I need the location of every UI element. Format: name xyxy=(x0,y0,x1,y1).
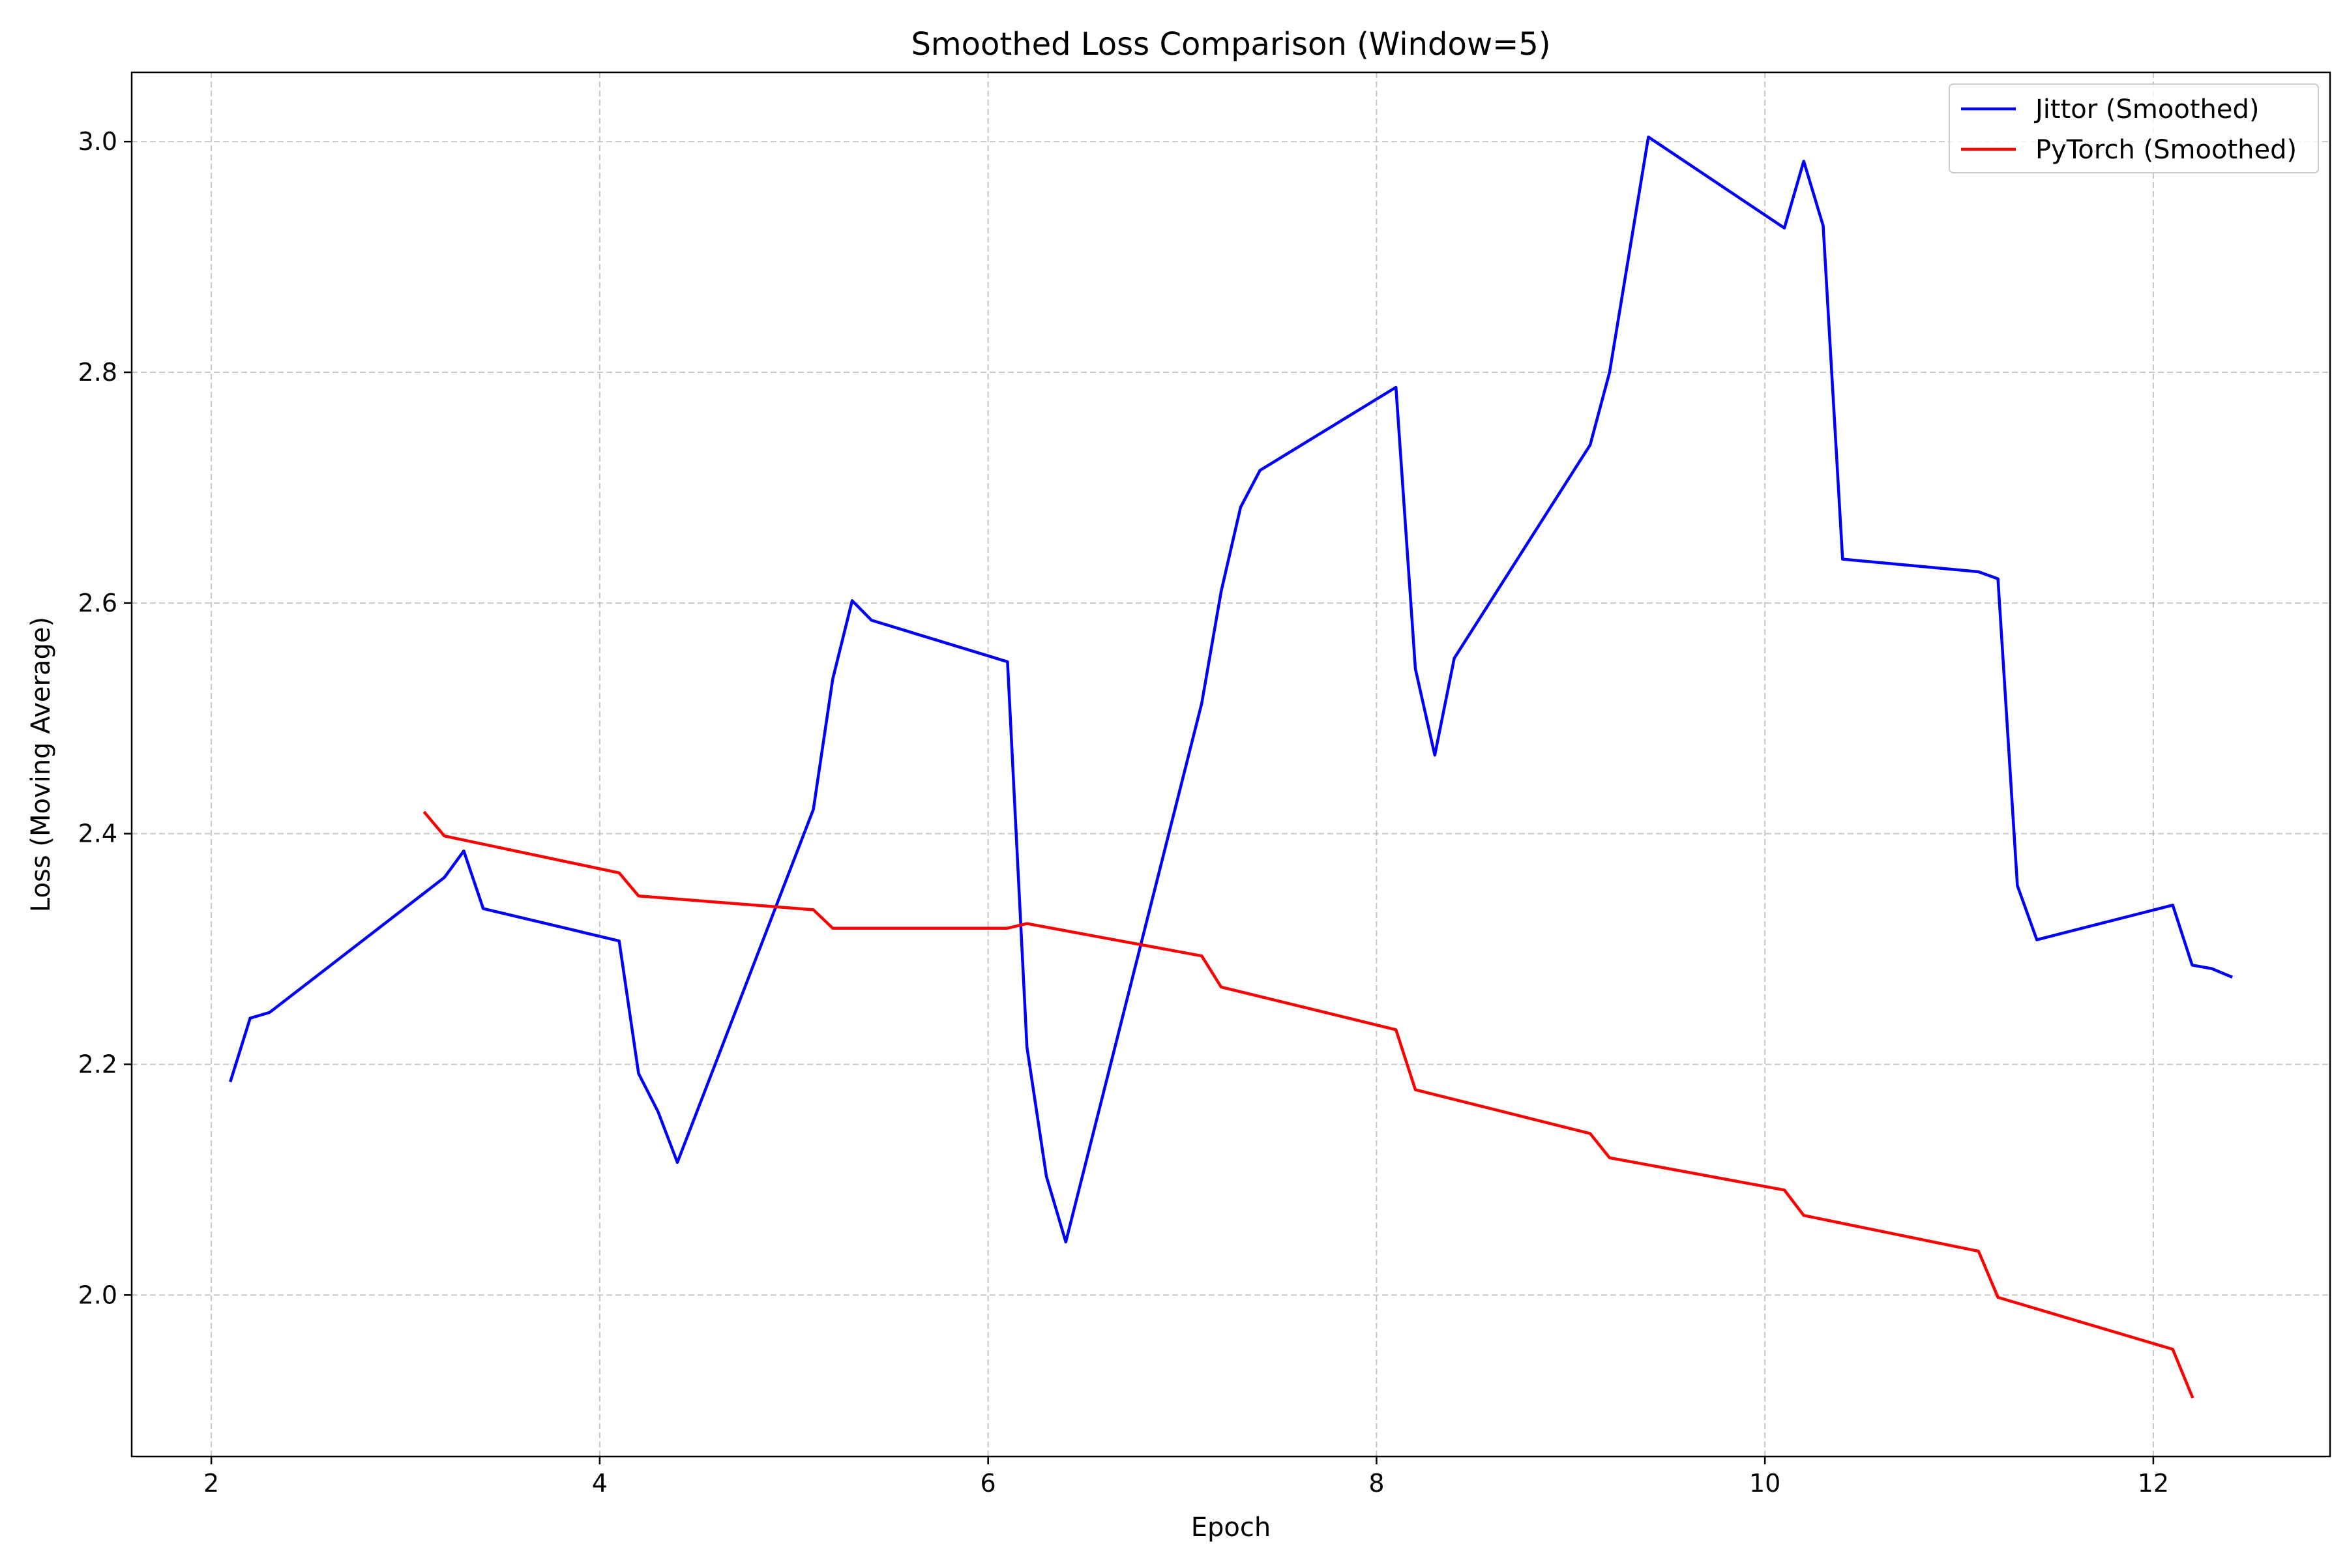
y-tick-label: 2.0 xyxy=(78,1280,117,1309)
series-line-pytorch xyxy=(422,810,2194,1398)
legend-label-pytorch: PyTorch (Smoothed) xyxy=(2035,135,2297,165)
legend: Jittor (Smoothed) PyTorch (Smoothed) xyxy=(1949,83,2319,173)
y-tick-label: 2.2 xyxy=(78,1050,117,1078)
y-tick-label: 2.4 xyxy=(78,820,117,848)
series-layer xyxy=(229,135,2234,1398)
grid-layer xyxy=(132,72,2330,1457)
legend-box xyxy=(1949,83,2319,173)
x-tick-label: 12 xyxy=(2138,1469,2169,1498)
tick-layer: 2 4 6 8 10 12 2.0 2.2 2.4 2.6 2.8 3.0 xyxy=(78,127,2170,1498)
x-tick-label: 6 xyxy=(981,1469,996,1498)
y-tick-label: 2.6 xyxy=(78,589,117,617)
x-tick-label: 2 xyxy=(203,1469,219,1498)
plot-frame xyxy=(130,71,2331,1458)
x-tick-label: 8 xyxy=(1368,1469,1384,1498)
y-axis-label: Loss (Moving Average) xyxy=(26,617,56,912)
x-tick-label: 4 xyxy=(592,1469,608,1498)
series-line-jittor xyxy=(229,135,2234,1244)
legend-label-jittor: Jittor (Smoothed) xyxy=(2033,95,2259,125)
y-tick-label: 2.8 xyxy=(78,358,117,387)
y-tick-label: 3.0 xyxy=(78,127,117,156)
x-axis-label: Epoch xyxy=(1191,1513,1271,1543)
x-tick-label: 10 xyxy=(1749,1469,1780,1498)
chart-title: Smoothed Loss Comparison (Window=5) xyxy=(911,26,1550,63)
